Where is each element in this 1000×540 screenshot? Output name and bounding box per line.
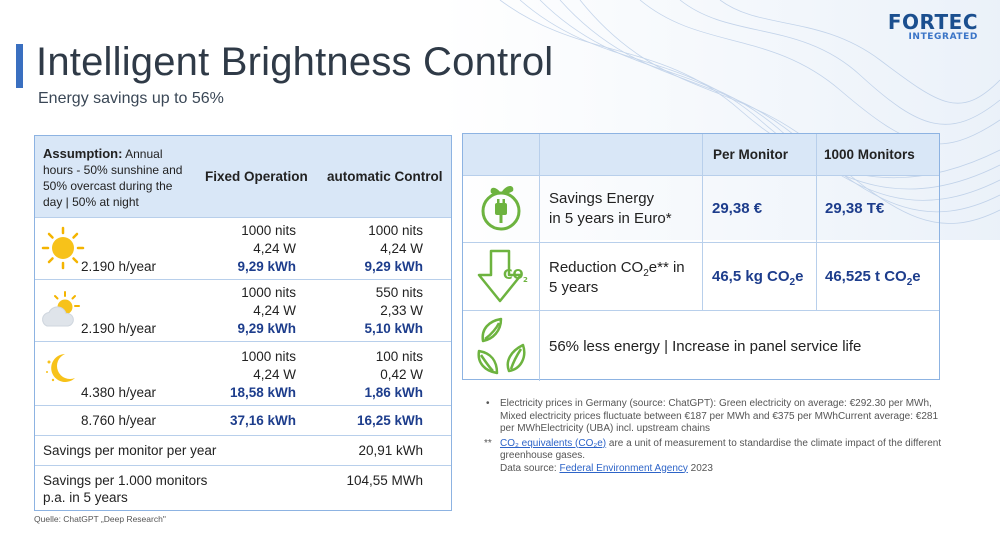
data-source-year: 2023 (687, 462, 713, 474)
savings-5y-value: 104,55 MWh (346, 473, 423, 488)
auto-moon-kwh: 1,86 kWh (364, 385, 423, 400)
footnote-electricity: • Electricity prices in Germany (source:… (486, 398, 950, 436)
co2-equivalents-link[interactable]: CO₂ equivalents (CO₂e) (500, 437, 607, 449)
total-row: 8.760 h/year 37,16 kWh 16,25 kWh (35, 406, 451, 436)
footnotes: • Electricity prices in Germany (source:… (484, 398, 950, 476)
co2-1000-monitors: 46,525 t CO2e (825, 268, 921, 288)
fixed-cloud-kwh: 9,29 kWh (237, 321, 296, 336)
assumption-label: Assumption: (43, 146, 123, 161)
footnote-bullet: • (486, 398, 490, 409)
auto-cloud-nits: 550 nits (375, 285, 423, 300)
header-automatic-control: automatic Control (327, 169, 443, 184)
eco-plug-icon (481, 186, 521, 231)
hours-moon: 4.380 h/year (81, 385, 157, 400)
hours-sun: 2.190 h/year (81, 259, 157, 274)
energy-label-2: in 5 years in Euro* (549, 210, 672, 227)
header-fixed-operation: Fixed Operation (205, 169, 308, 184)
co2-per-value: 46,5 kg CO (712, 268, 790, 285)
column-divider (539, 134, 540, 310)
title-accent-bar (16, 44, 23, 88)
column-divider (539, 310, 540, 381)
co2-per-monitor: 46,5 kg CO2e (712, 268, 803, 288)
hours-cloud: 2.190 h/year (81, 321, 157, 336)
assumption-body: Annual hours - 50% sunshine and 50% over… (43, 147, 183, 209)
auto-moon-nits: 100 nits (375, 349, 423, 364)
co2-icon-text: CO (503, 268, 524, 283)
fixed-sun-kwh: 9,29 kWh (237, 259, 296, 274)
column-divider (702, 134, 703, 310)
background-wave-graphic (440, 0, 1000, 240)
auto-cloud-watts: 2,33 W (380, 303, 423, 318)
savings-year-row: Savings per monitor per year 20,91 kWh (35, 436, 451, 466)
auto-sun-nits: 1000 nits (368, 223, 423, 238)
co2-label-a: Reduction CO (549, 259, 644, 276)
column-divider (816, 134, 817, 310)
footnote-co2-text: are a unit of measurement to standardise… (500, 437, 942, 462)
page-title: Intelligent Brightness Control (36, 40, 554, 84)
header-1000-monitors: 1000 Monitors (824, 147, 915, 162)
total-hours: 8.760 h/year (81, 413, 157, 428)
moon-icon (46, 354, 75, 382)
fixed-moon-nits: 1000 nits (241, 349, 296, 364)
data-source-label: Data source: (500, 462, 560, 474)
co2-per-tail: e (795, 268, 804, 285)
sun-icon (41, 226, 85, 270)
fixed-moon-kwh: 18,58 kWh (229, 385, 296, 400)
co2-arrow-icon: CO 2 (477, 249, 528, 303)
header-per-monitor: Per Monitor (713, 147, 789, 162)
fixed-sun-nits: 1000 nits (241, 223, 296, 238)
savings-table-header: Per Monitor 1000 Monitors (463, 134, 939, 176)
table-row: 4.380 h/year 1000 nits 4,24 W 18,58 kWh … (35, 342, 451, 406)
co2-label-1: Reduction CO2e** in (549, 258, 685, 284)
consumption-table-header: Assumption: Annual hours - 50% sunshine … (35, 136, 451, 218)
consumption-table: Assumption: Annual hours - 50% sunshine … (34, 135, 452, 511)
cloud-sun-icon (42, 291, 80, 327)
energy-1000-monitors: 29,38 T€ (825, 200, 885, 217)
total-auto: 16,25 kWh (356, 413, 423, 428)
table-row: 2.190 h/year 1000 nits 4,24 W 9,29 kWh 5… (35, 280, 451, 342)
savings-table: Per Monitor 1000 Monitors Savings Energy… (462, 133, 940, 381)
savings-5y-label-2: p.a. in 5 years (43, 490, 128, 505)
auto-sun-kwh: 9,29 kWh (364, 259, 423, 274)
co2-icon-sub: 2 (523, 276, 528, 284)
footnote-co2: ** CO₂ equivalents (CO₂e) are a unit of … (484, 437, 950, 476)
energy-per-monitor: 29,38 € (712, 200, 763, 217)
savings-5y-row: Savings per 1.000 monitors p.a. in 5 yea… (35, 466, 451, 510)
row-divider (463, 242, 939, 243)
energy-label-1: Savings Energy (549, 190, 655, 207)
less-energy-text: 56% less energy | Increase in panel serv… (549, 338, 862, 355)
co2-1000-value: 46,525 t CO (825, 268, 907, 285)
footnote-electricity-text: Electricity prices in Germany (source: C… (500, 398, 939, 434)
fixed-cloud-nits: 1000 nits (241, 285, 296, 300)
co2-1000-tail: e (912, 268, 921, 285)
savings-year-label: Savings per monitor per year (43, 443, 217, 458)
footnote-marker-co2: ** (484, 437, 492, 449)
auto-cloud-kwh: 5,10 kWh (364, 321, 423, 336)
auto-moon-watts: 0,42 W (380, 367, 423, 382)
table-row: 2.190 h/year 1000 nits 4,24 W 9,29 kWh 1… (35, 218, 451, 280)
federal-environment-agency-link[interactable]: Federal Environment Agency (559, 462, 688, 474)
savings-5y-label-1: Savings per 1.000 monitors (43, 473, 208, 488)
row-divider (463, 310, 939, 311)
co2-1000-sub: 2 (906, 277, 913, 288)
page-subtitle: Energy savings up to 56% (38, 90, 224, 107)
assumption-text: Assumption: Annual hours - 50% sunshine … (43, 146, 195, 210)
fixed-moon-watts: 4,24 W (253, 367, 296, 382)
total-fixed: 37,16 kWh (229, 413, 296, 428)
source-note: Quelle: ChatGPT „Deep Research" (34, 514, 166, 524)
co2-label-2: 5 years (549, 279, 599, 296)
logo-name: FORTEC (887, 10, 978, 34)
fixed-cloud-watts: 4,24 W (253, 303, 296, 318)
fixed-sun-watts: 4,24 W (253, 241, 296, 256)
co2-per-sub: 2 (789, 277, 796, 288)
co2-label-sub: 2 (643, 268, 649, 279)
auto-sun-watts: 4,24 W (380, 241, 423, 256)
fortec-logo: FORTEC INTEGRATED (888, 12, 978, 42)
co2-label-b: e** in (648, 259, 685, 276)
savings-year-value: 20,91 kWh (358, 443, 423, 458)
leaf-cycle-icon (477, 317, 526, 375)
logo-sub: INTEGRATED (908, 32, 978, 42)
